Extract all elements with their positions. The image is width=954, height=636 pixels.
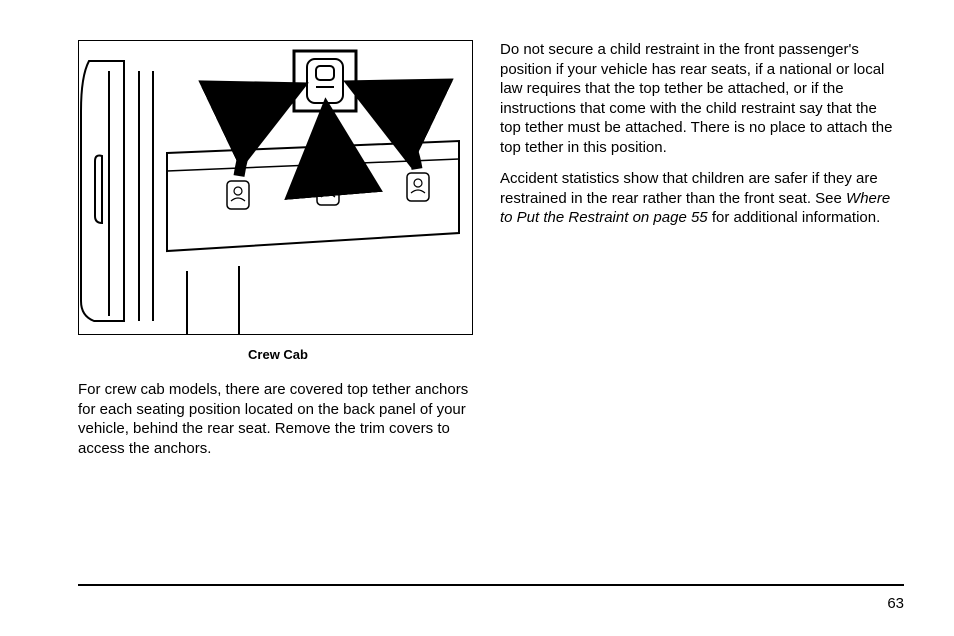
door-handle: [95, 156, 102, 223]
arrow-right: [361, 89, 417, 169]
figure-caption: Crew Cab: [78, 347, 478, 362]
tether-anchor-icon: [317, 177, 339, 205]
right-column: Do not secure a child restraint in the f…: [500, 40, 900, 240]
arrow-left: [239, 91, 291, 176]
left-column: Crew Cab For crew cab models, there are …: [78, 40, 478, 470]
right-paragraph-2: Accident statistics show that children a…: [500, 169, 900, 228]
page-number: 63: [887, 595, 904, 612]
tether-anchor-icon: [227, 181, 249, 209]
tether-anchor-icon: [407, 173, 429, 201]
arrow-center: [327, 117, 329, 171]
crew-cab-figure: [78, 40, 473, 335]
crew-cab-svg: [79, 41, 474, 336]
right-para2-a: Accident statistics show that children a…: [500, 170, 878, 207]
page: Crew Cab For crew cab models, there are …: [0, 0, 954, 636]
right-paragraph-1: Do not secure a child restraint in the f…: [500, 40, 900, 157]
footer-rule: [78, 584, 904, 586]
left-paragraph: For crew cab models, there are covered t…: [78, 380, 478, 458]
right-para2-b: for additional information.: [708, 209, 881, 226]
